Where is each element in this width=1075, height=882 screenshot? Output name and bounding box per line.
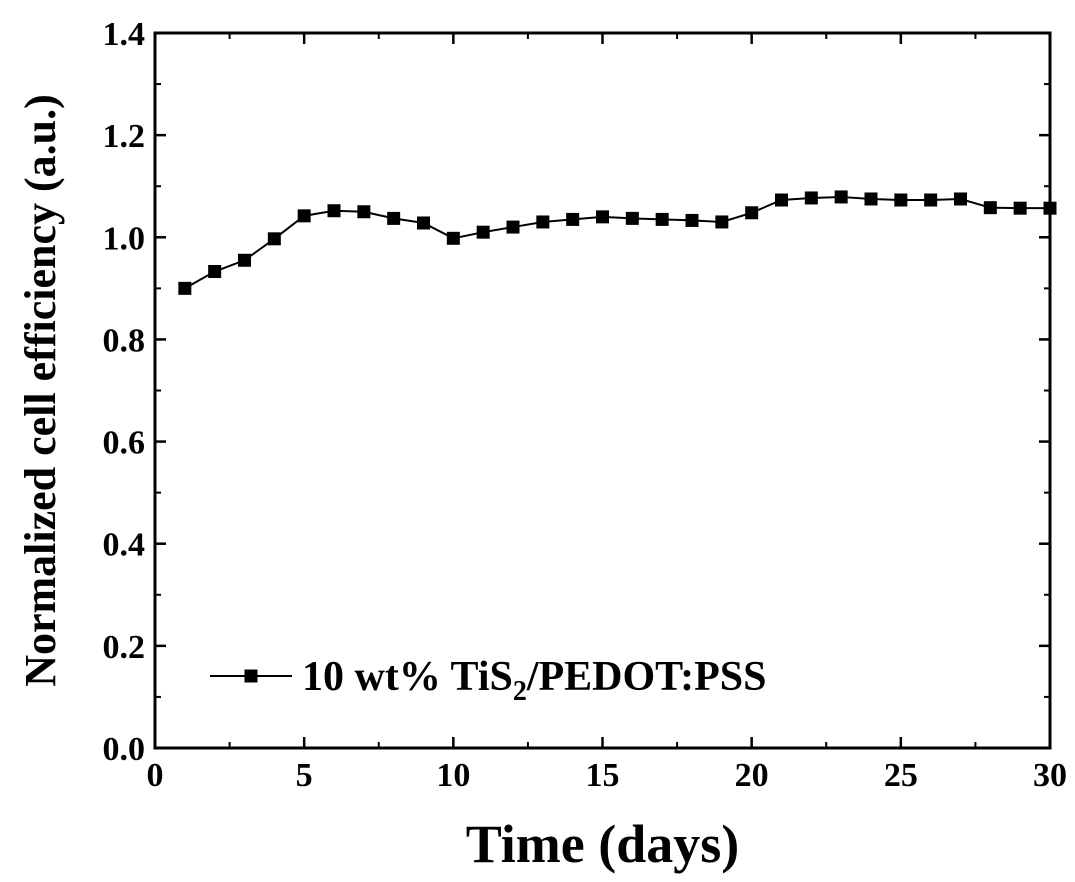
data-point (536, 215, 550, 229)
legend-marker (244, 669, 258, 683)
data-point (954, 192, 967, 206)
data-point (655, 212, 669, 226)
data-point (715, 215, 729, 229)
data-point (446, 231, 460, 245)
data-point (834, 190, 848, 204)
data-point (297, 209, 311, 223)
legend-label-rest: /PEDOT:PSS (526, 654, 767, 700)
data-point (745, 206, 759, 220)
y-tick-label: 0.6 (103, 425, 146, 462)
data-point (775, 193, 788, 207)
legend: 10 wt% TiS2/PEDOT:PSS (210, 654, 766, 707)
y-tick-label: 0.4 (103, 527, 146, 564)
data-point (417, 216, 430, 230)
series-markers (178, 190, 1057, 295)
y-axis-ticks: 0.0 0.2 0.4 0.6 0.8 1.0 1.2 1.4 (103, 16, 1050, 768)
data-point (238, 253, 251, 267)
x-tick-label: 0 (147, 757, 164, 794)
y-tick-label: 1.4 (103, 16, 146, 53)
data-point (178, 281, 192, 295)
y-tick-label: 0.2 (103, 629, 146, 666)
legend-label-main: 10 wt% TiS (302, 654, 513, 700)
data-point (566, 212, 580, 226)
x-tick-label: 5 (296, 757, 313, 794)
data-point (476, 225, 490, 239)
data-point (1013, 201, 1027, 215)
x-tick-label: 25 (884, 757, 918, 794)
data-point (864, 192, 878, 206)
data-point (208, 265, 222, 279)
legend-label-subscript: 2 (513, 676, 527, 707)
x-axis-title: Time (days) (466, 814, 740, 874)
data-point (625, 211, 639, 225)
data-point (685, 213, 699, 227)
x-axis-ticks: 0 5 10 15 20 25 30 (147, 33, 1067, 794)
data-point (804, 191, 818, 205)
data-point (894, 193, 908, 207)
data-point (357, 205, 371, 219)
y-tick-label: 1.2 (103, 118, 146, 155)
x-tick-label: 15 (586, 757, 620, 794)
x-tick-label: 10 (436, 757, 470, 794)
data-point (506, 220, 520, 234)
series-line (184, 195, 1050, 290)
data-point (924, 193, 938, 207)
y-axis-title: Normalized cell efficiency (a.u.) (16, 94, 65, 687)
y-tick-label: 0.0 (103, 731, 146, 768)
data-point (983, 201, 997, 215)
x-tick-label: 20 (735, 757, 769, 794)
legend-label: 10 wt% TiS2/PEDOT:PSS (302, 654, 766, 707)
y-tick-label: 1.0 (103, 220, 146, 257)
data-point (387, 211, 401, 225)
plot-frame (153, 31, 1052, 750)
y-tick-label: 0.8 (103, 322, 146, 359)
data-point (327, 204, 341, 218)
x-tick-label: 30 (1033, 757, 1067, 794)
data-point (596, 210, 609, 224)
data-point (267, 232, 281, 246)
